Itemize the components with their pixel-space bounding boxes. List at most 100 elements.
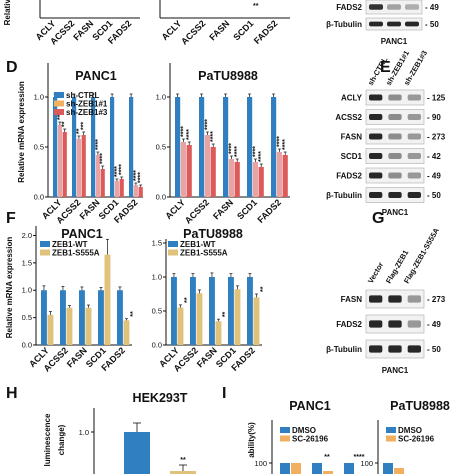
y-tick-label: 1.5 bbox=[152, 239, 162, 248]
bar-fads2-s0 bbox=[247, 277, 253, 345]
bar-i-patu8988 bbox=[394, 468, 404, 474]
bar-acss2-s1 bbox=[66, 307, 73, 345]
y-tick-label: 1.5 bbox=[22, 258, 32, 267]
bar-acly-s1 bbox=[57, 125, 62, 197]
significance-label: **** bbox=[228, 143, 235, 154]
chart-title: PaTU8988 bbox=[390, 399, 450, 413]
legend-swatch bbox=[40, 241, 50, 247]
blot-band bbox=[388, 295, 402, 303]
blot-band bbox=[407, 295, 421, 303]
blot-band bbox=[407, 192, 421, 198]
legend-label: SC-26196 bbox=[398, 435, 435, 444]
bar-acly-s1 bbox=[177, 307, 184, 345]
blot-band bbox=[388, 133, 402, 140]
bar-fasn-s0 bbox=[209, 277, 215, 345]
y-tick-label: 2.0 bbox=[22, 231, 32, 240]
molecular-weight: - 50 bbox=[425, 20, 439, 29]
bar-scd1-s1 bbox=[114, 181, 119, 197]
blot-cell-line: PANC1 bbox=[382, 366, 409, 375]
blot-band bbox=[407, 172, 421, 179]
legend-label: ZEB1-WT bbox=[180, 240, 216, 249]
legend-swatch bbox=[54, 109, 64, 115]
y-axis-label: Relative mRNA expression bbox=[5, 237, 14, 339]
legend-label: ZEB1-S555A bbox=[180, 249, 228, 258]
significance-label: ** bbox=[324, 454, 330, 461]
blot-strip bbox=[365, 109, 425, 125]
blot-row-label: FASN bbox=[341, 133, 363, 142]
panel-letters: D E F G H I bbox=[6, 59, 391, 402]
y-tick-label: 100 bbox=[360, 459, 373, 468]
blot-band bbox=[369, 4, 383, 10]
significance-label: **** bbox=[95, 139, 102, 150]
lane-label: Vector bbox=[366, 261, 385, 285]
significance-label: *** bbox=[81, 122, 88, 130]
legend-label: DMSO bbox=[292, 426, 316, 435]
blot-band bbox=[369, 133, 383, 140]
bar-scd1-s0 bbox=[98, 290, 104, 345]
significance-label: **** bbox=[210, 131, 217, 142]
legend-swatch bbox=[168, 241, 178, 247]
molecular-weight: - 49 bbox=[425, 3, 439, 12]
bar-fasn-s2 bbox=[234, 162, 240, 197]
bar-fads2-s1 bbox=[253, 297, 260, 345]
chart-h-hek293t: HEK293T 1.0 luminescence change) ** bbox=[43, 391, 196, 474]
significance-label: ** bbox=[180, 457, 186, 464]
blot-band bbox=[369, 21, 383, 27]
category-label: ACSS2 bbox=[183, 197, 211, 225]
legend-label: ZEB1-WT bbox=[52, 240, 88, 249]
legend-label: sh-CTRL bbox=[66, 91, 99, 100]
significance-label: **** bbox=[276, 136, 283, 147]
panel-letter-f: F bbox=[6, 210, 16, 227]
panel-letter-e: E bbox=[380, 59, 391, 76]
panel-letter-g: G bbox=[372, 210, 384, 227]
blot-band bbox=[407, 345, 421, 353]
molecular-weight: - 42 bbox=[427, 152, 441, 161]
blot-band bbox=[407, 133, 421, 140]
y-axis-label: change) bbox=[57, 424, 66, 455]
y-tick-label: 0.0 bbox=[156, 193, 166, 202]
molecular-weight: - 90 bbox=[427, 113, 441, 122]
bar-fasn-s1 bbox=[95, 155, 100, 197]
blot-band bbox=[369, 114, 383, 120]
significance-label: **** bbox=[258, 151, 265, 162]
significance-label: **** bbox=[204, 119, 211, 130]
chart-d-panc1: PANC1 0.0 0.5 1.0 Relative mRNA expression **… bbox=[17, 63, 145, 226]
bar-fasn-s1 bbox=[215, 321, 222, 345]
bar-acss2-s2 bbox=[81, 135, 86, 197]
blot-row-label: SCD1 bbox=[341, 152, 363, 161]
legend-swatch bbox=[168, 249, 178, 256]
y-tick-label: 0.0 bbox=[152, 341, 162, 350]
y-tick-label: 0.5 bbox=[22, 313, 32, 322]
bar-acly-s1 bbox=[47, 314, 54, 345]
blot-band bbox=[387, 4, 401, 10]
bar-i-panc1 bbox=[312, 463, 322, 474]
blot-top: FADS2 - 49 β-Tubulin - 50 PANC1 bbox=[326, 0, 439, 46]
bar-i-panc1 bbox=[323, 471, 333, 474]
blot-row-label: FADS2 bbox=[336, 3, 362, 12]
bar-fads2-s0 bbox=[271, 97, 277, 197]
chart-title: PANC1 bbox=[75, 69, 116, 83]
blot-strip bbox=[365, 89, 425, 106]
blot-band bbox=[369, 345, 383, 353]
molecular-weight: - 49 bbox=[427, 320, 441, 329]
blots-layer: FADS2- 49β-Tubulin - 50PANC1sh-CTRLsh-ZEB… bbox=[326, 0, 446, 375]
significance-label: **** bbox=[100, 153, 107, 164]
significance-label: ** bbox=[260, 286, 267, 292]
significance-label: ** bbox=[184, 297, 191, 303]
y-tick-label: 0.0 bbox=[34, 193, 44, 202]
chart-d-patu8988: PaTU89880.00.51.0********ACLY********ACS… bbox=[156, 63, 290, 226]
bar-acss2-s1 bbox=[76, 139, 81, 197]
bar-fasn-s1 bbox=[85, 307, 92, 345]
blot-band bbox=[388, 153, 402, 159]
significance-label: **** bbox=[138, 172, 145, 183]
chart-title: PaTU8988 bbox=[198, 69, 258, 83]
significance-label: **** bbox=[354, 454, 365, 461]
legend-label: sh-ZEB1#1 bbox=[66, 100, 108, 109]
blot-row-label: β-Tubulin bbox=[326, 191, 362, 200]
bar-fads2-s1 bbox=[276, 152, 282, 197]
